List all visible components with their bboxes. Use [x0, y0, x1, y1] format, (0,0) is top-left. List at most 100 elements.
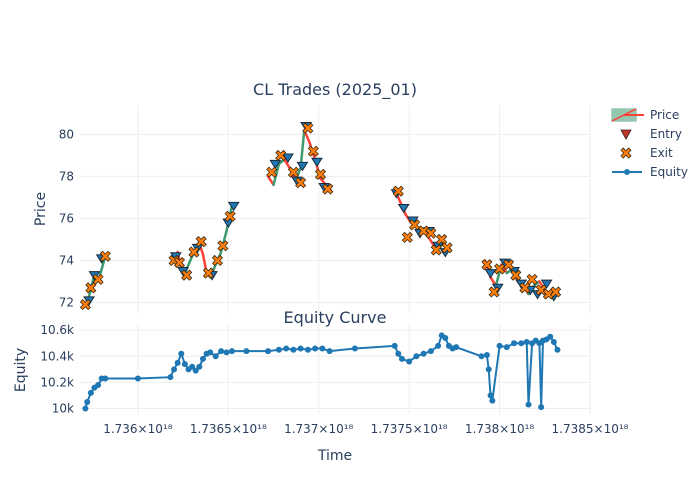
price-plot-area [80, 105, 590, 313]
exit-marker [92, 273, 104, 285]
equity-point [199, 355, 206, 362]
exit-marker [302, 122, 314, 134]
entry-marker [397, 203, 410, 214]
legend: Price Entry Exit Equity [611, 108, 688, 179]
price-y-tick-label: 76 [59, 211, 74, 225]
equity-x-tick-label: 1.7385×10¹⁸ [552, 422, 629, 436]
entry-marker [540, 279, 553, 290]
equity-point [427, 348, 434, 355]
exit-marker [322, 183, 334, 195]
legend-item-equity[interactable]: Equity [612, 165, 688, 179]
exit-marker [436, 233, 448, 246]
equity-y-axis-title: Equity [13, 348, 29, 392]
exit-marker [392, 185, 404, 197]
equity-point [511, 340, 518, 347]
equity-point [496, 342, 503, 349]
equity-point [82, 405, 89, 412]
equity-point [196, 363, 203, 370]
equity-y-tick-label: 10k [52, 401, 74, 415]
legend-label: Entry [650, 127, 682, 141]
equity-point [554, 346, 561, 353]
equity-point [518, 340, 525, 347]
equity-y-tick-label: 10.2k [40, 375, 74, 389]
exit-marker [488, 286, 500, 298]
equity-point [489, 397, 496, 404]
equity-subplot: 10k 10.2k 10.4k 10.6k 1.736×10¹⁸ 1.7365×10¹⁸… [13, 308, 629, 464]
equity-point [525, 401, 532, 408]
equity-x-ticks: 1.736×10¹⁸ 1.7365×10¹⁸ 1.737×10¹⁸ 1.7375×10… [103, 422, 628, 436]
equity-point [312, 345, 319, 352]
price-subplot: 72 74 76 78 80 CL Trades (2025_01) Price [33, 80, 591, 313]
equity-point [326, 348, 333, 355]
exit-marker [526, 273, 538, 285]
legend-exit-icon [620, 147, 632, 159]
exit-marker [425, 227, 437, 239]
equity-series [82, 332, 561, 412]
legend-item-price[interactable]: Price [611, 108, 679, 122]
entry-marker [227, 201, 240, 212]
exit-marker [314, 168, 327, 180]
exit-marker [217, 240, 229, 252]
legend-item-entry[interactable]: Entry [620, 127, 682, 141]
equity-point [167, 374, 174, 381]
equity-point [395, 350, 402, 357]
entry-marker [269, 159, 282, 170]
equity-point [351, 345, 358, 352]
exit-marker [195, 236, 207, 248]
equity-plot-area [80, 325, 590, 415]
equity-point [391, 342, 398, 349]
price-segment [283, 158, 292, 170]
equity-point [283, 345, 290, 352]
equity-x-tick-label: 1.738×10¹⁸ [465, 422, 534, 436]
legend-entry-icon [620, 129, 632, 140]
exit-marker [401, 231, 413, 243]
equity-y-tick-label: 10.4k [40, 349, 74, 363]
equity-point [171, 366, 178, 373]
legend-label: Price [650, 108, 679, 122]
exit-marker [266, 166, 278, 178]
exit-marker [275, 149, 287, 161]
equity-point [87, 389, 94, 396]
equity-point [192, 367, 199, 374]
exit-marker [307, 145, 319, 157]
equity-point [275, 346, 282, 353]
entry-marker [484, 269, 497, 279]
price-y-tick-label: 78 [59, 169, 74, 183]
exit-marker [79, 299, 91, 311]
equity-y-tick-label: 10.6k [40, 323, 74, 337]
equity-x-tick-label: 1.736×10¹⁸ [103, 422, 172, 436]
equity-point [420, 350, 427, 357]
equity-point [178, 350, 185, 357]
exit-marker [494, 263, 506, 275]
equity-point [398, 355, 405, 362]
price-y-tick-label: 72 [59, 295, 74, 309]
equity-point [223, 349, 230, 356]
exit-marker [99, 250, 111, 262]
equity-point [503, 344, 510, 351]
price-y-tick-label: 74 [59, 253, 74, 267]
exit-marker [173, 257, 186, 269]
entry-marker [296, 161, 309, 172]
equity-point [174, 359, 181, 366]
equity-point [189, 363, 196, 370]
equity-point [487, 392, 494, 399]
price-gridlines [80, 105, 591, 313]
exit-marker [519, 282, 531, 294]
equity-point [413, 353, 420, 360]
exit-marker [224, 210, 236, 222]
equity-point [538, 404, 545, 411]
equity-point [181, 361, 188, 368]
equity-point [442, 335, 449, 342]
legend-item-exit[interactable]: Exit [620, 146, 673, 160]
equity-x-tick-label: 1.737×10¹⁸ [284, 422, 353, 436]
exit-markers [79, 122, 562, 311]
price-chart-title: CL Trades (2025_01) [253, 80, 417, 100]
equity-point [134, 375, 141, 382]
equity-point [84, 398, 91, 405]
equity-point [212, 353, 219, 360]
equity-point [207, 349, 214, 356]
equity-point [406, 358, 413, 365]
exit-marker [85, 282, 97, 294]
equity-x-axis-title: Time [317, 448, 352, 464]
equity-point [265, 348, 272, 355]
